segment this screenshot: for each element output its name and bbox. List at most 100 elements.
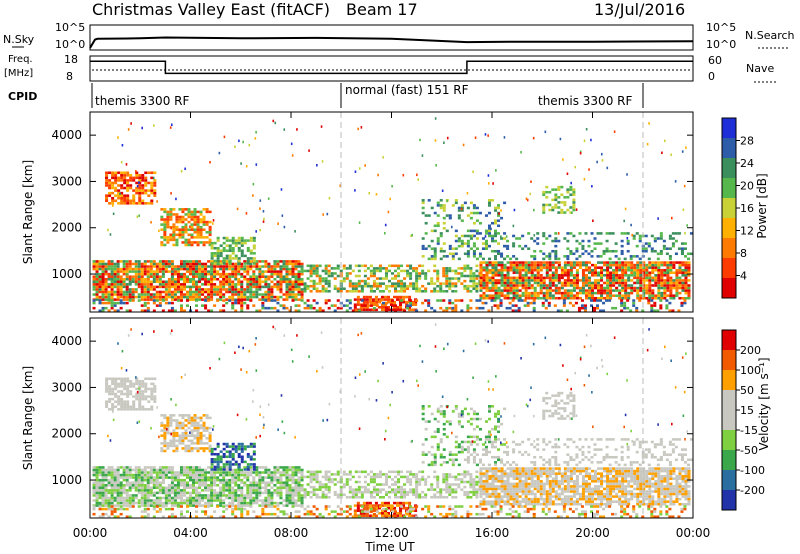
power-cell <box>569 284 573 287</box>
power-cell <box>204 265 208 268</box>
power-cell <box>146 306 150 310</box>
velocity-cell <box>360 470 364 474</box>
velocity-cell <box>231 473 235 477</box>
velocity-cell <box>213 494 217 497</box>
power-cell <box>255 285 259 289</box>
power-cell <box>137 262 141 266</box>
power-cell <box>554 198 558 202</box>
power-cell <box>192 262 196 266</box>
power-cell <box>219 298 223 301</box>
power-cell <box>192 293 196 296</box>
power-cell <box>590 281 595 285</box>
power-cell <box>542 276 546 280</box>
velocity-cell <box>104 468 108 472</box>
power-cell <box>182 275 186 278</box>
power-cell <box>466 239 470 243</box>
power-cell <box>627 284 631 287</box>
velocity-cell <box>324 478 328 481</box>
power-cell <box>645 291 649 295</box>
power-speckle <box>503 136 506 139</box>
nsearch-tick-top: 10^5 <box>706 21 736 34</box>
power-cell <box>150 189 154 192</box>
power-cell <box>185 285 189 289</box>
power-cell <box>539 284 543 287</box>
power-cell <box>185 267 189 271</box>
velocity-cell <box>243 501 247 505</box>
velocity-cell <box>397 488 401 491</box>
power-cell <box>114 199 118 203</box>
velocity-cell <box>252 471 256 474</box>
velocity-cell <box>134 494 138 497</box>
power-cell <box>279 290 283 294</box>
power-cell <box>615 294 619 297</box>
power-cell <box>397 264 401 268</box>
power-cell <box>405 295 409 299</box>
power-cell <box>199 241 203 244</box>
power-cell <box>108 184 112 187</box>
velocity-cell <box>255 486 259 490</box>
velocity-cell <box>110 478 114 482</box>
velocity-cell <box>442 488 446 491</box>
power-cell <box>527 263 531 267</box>
power-cell <box>590 289 595 292</box>
power-cell <box>123 199 127 203</box>
power-cell <box>409 267 413 270</box>
power-cell <box>560 185 564 189</box>
velocity-cell <box>182 494 186 497</box>
power-cell <box>128 267 132 271</box>
power-cell <box>448 214 452 217</box>
power-cell <box>668 257 672 261</box>
velocity-cell <box>143 478 147 482</box>
power-speckle <box>532 136 535 140</box>
power-cell <box>687 289 691 292</box>
power-cell <box>384 309 388 312</box>
power-cell <box>491 268 495 272</box>
power-cell <box>406 306 410 310</box>
velocity-cell <box>134 481 138 484</box>
power-cell <box>609 284 613 287</box>
power-cell <box>587 271 591 275</box>
power-cell <box>448 284 452 288</box>
velocity-cell <box>98 496 102 500</box>
power-cell <box>581 268 585 272</box>
power-cell <box>170 262 174 266</box>
power-cell <box>104 293 108 296</box>
power-cell <box>575 261 579 264</box>
power-cell <box>518 266 522 269</box>
velocity-cell <box>240 481 244 484</box>
power-cell <box>252 290 256 294</box>
velocity-cell <box>98 466 102 469</box>
velocity-cell <box>161 468 165 472</box>
velocity-cell <box>237 486 241 490</box>
velocity-cell <box>143 496 147 500</box>
velocity-cell <box>201 481 205 484</box>
power-cell <box>190 210 194 214</box>
power-cell <box>342 279 346 283</box>
velocity-cell <box>95 473 99 477</box>
power-cell <box>193 218 197 221</box>
velocity-cell <box>119 481 123 484</box>
velocity-cell <box>436 483 440 486</box>
power-cell <box>436 242 440 245</box>
power-cell <box>119 290 123 294</box>
velocity-cell <box>216 491 220 495</box>
velocity-cell <box>219 496 223 500</box>
power-cell <box>187 238 191 242</box>
power-cell <box>135 174 139 177</box>
power-cell <box>533 274 537 277</box>
power-cell <box>554 266 558 269</box>
power-cell <box>95 295 99 299</box>
power-cell <box>111 181 115 185</box>
power-cell <box>179 285 183 289</box>
power-cell <box>222 265 226 268</box>
velocity-cell <box>288 489 292 492</box>
power-cell <box>137 260 141 263</box>
power-cell <box>179 295 183 299</box>
power-cell <box>548 190 552 194</box>
velocity-cell <box>158 468 162 472</box>
power-cell <box>111 171 115 175</box>
power-cell <box>536 281 540 285</box>
power-cell <box>472 274 476 278</box>
velocity-cell <box>258 499 262 502</box>
